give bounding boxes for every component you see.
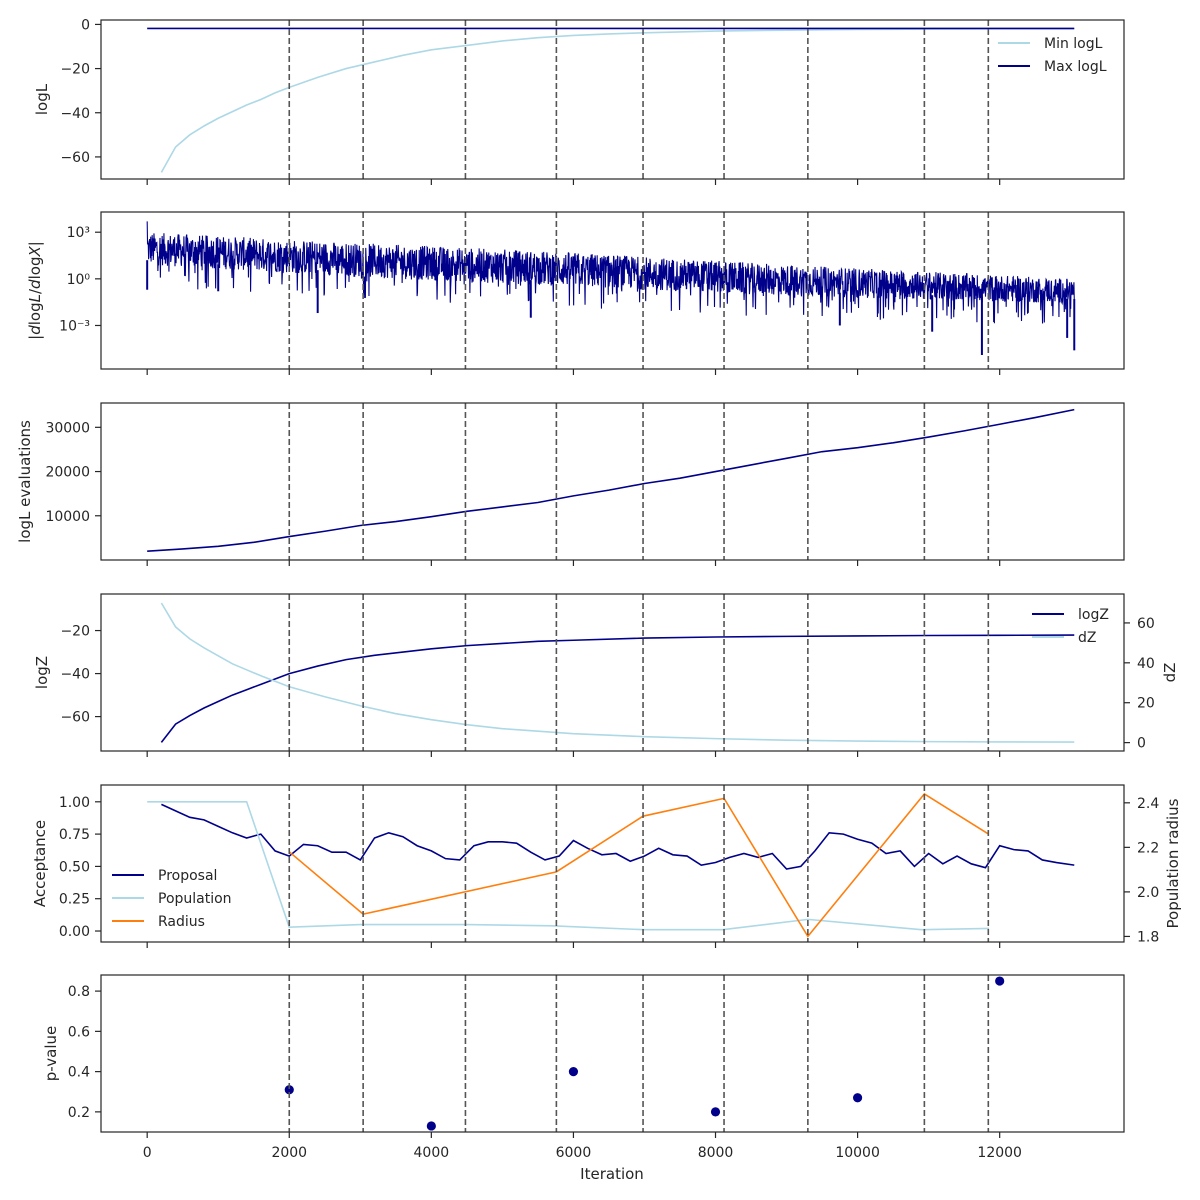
x-tick-label: 2000 bbox=[271, 1145, 307, 1161]
series-line bbox=[147, 408, 1075, 552]
y-tick-label: 30000 bbox=[45, 420, 90, 436]
y2-tick-label: 20 bbox=[1137, 696, 1155, 712]
series-line bbox=[146, 221, 1075, 324]
x-tick-label: 6000 bbox=[556, 1145, 592, 1161]
series-line bbox=[160, 634, 1075, 743]
data-point bbox=[426, 1121, 436, 1131]
legend-label: Min logL bbox=[1044, 36, 1103, 52]
series-line bbox=[147, 801, 990, 931]
axes-frame bbox=[100, 593, 1125, 752]
legend-label: Radius bbox=[158, 914, 205, 930]
series-line bbox=[160, 28, 1075, 173]
y-tick-label: −60 bbox=[60, 710, 90, 726]
y-axis-label: p-value bbox=[42, 1026, 60, 1082]
y-tick-label: −40 bbox=[60, 106, 90, 122]
legend: Min logL Max logL bbox=[998, 36, 1107, 75]
legend-label: dZ bbox=[1078, 630, 1096, 646]
panel-2: 10³ 10⁰ 10⁻³ |dlogL/dlogX| bbox=[26, 211, 1125, 375]
y-axis-label: logZ bbox=[33, 656, 51, 689]
legend-label: Max logL bbox=[1044, 59, 1107, 75]
data-point bbox=[852, 1093, 863, 1103]
y-axis-label: logL evaluations bbox=[16, 420, 34, 543]
y-tick-label: 0.50 bbox=[59, 859, 90, 875]
y-tick-label: 0.8 bbox=[68, 984, 90, 1000]
panel-1: 0 −20 −40 −60 logL Min logL Max logL bbox=[33, 17, 1125, 185]
y-tick-label: 20000 bbox=[45, 465, 90, 481]
x-tick-label: 8000 bbox=[698, 1145, 734, 1161]
y2-axis-label: dZ bbox=[1161, 663, 1179, 683]
plot-area bbox=[160, 602, 1075, 743]
series-line bbox=[288, 792, 989, 938]
panel-3: 10000 20000 30000 logL evaluations bbox=[16, 402, 1125, 566]
plot-area bbox=[147, 408, 1075, 552]
y-tick-label: 10⁰ bbox=[67, 272, 91, 288]
x-tick-label: 12000 bbox=[977, 1145, 1022, 1161]
y2-tick-label: 40 bbox=[1137, 656, 1155, 672]
plot-area bbox=[147, 27, 1075, 173]
y-tick-label: −20 bbox=[60, 62, 90, 78]
axes-frame bbox=[100, 19, 1125, 180]
plot-area bbox=[284, 976, 1005, 1131]
y2-tick-label: 1.8 bbox=[1137, 929, 1159, 945]
plot-area bbox=[146, 221, 1076, 356]
axes-frame bbox=[100, 211, 1125, 370]
y-tick-label: 0.2 bbox=[68, 1105, 90, 1121]
y-axis-label: Acceptance bbox=[31, 820, 49, 907]
axes-frame bbox=[100, 402, 1125, 561]
y2-tick-label: 0 bbox=[1137, 736, 1146, 752]
x-tick-label: 0 bbox=[143, 1145, 152, 1161]
y-tick-label: 10⁻³ bbox=[59, 318, 90, 334]
y-tick-label: −20 bbox=[60, 624, 90, 640]
y2-axis-label: Population radius bbox=[1164, 798, 1182, 928]
x-axis-label: Iteration bbox=[580, 1165, 644, 1183]
y-tick-label: −40 bbox=[60, 667, 90, 683]
x-tick-label: 10000 bbox=[835, 1145, 880, 1161]
data-point bbox=[284, 1085, 294, 1095]
legend: Proposal Population Radius bbox=[112, 868, 232, 930]
y-axis-label: logL bbox=[33, 83, 51, 115]
y2-tick-label: 60 bbox=[1137, 616, 1155, 632]
series-line bbox=[160, 602, 1075, 743]
legend-label: logZ bbox=[1078, 607, 1109, 623]
panel-4: −20 −40 −60 0 20 40 60 dZ logZ logZ dZ bbox=[33, 593, 1179, 757]
y-tick-label: 0.75 bbox=[59, 827, 90, 843]
y2-tick-label: 2.2 bbox=[1137, 840, 1159, 856]
y-tick-label: 0.6 bbox=[68, 1024, 90, 1040]
axes-frame bbox=[100, 974, 1125, 1133]
legend-label: Population bbox=[158, 891, 232, 907]
y-tick-label: 0.00 bbox=[59, 924, 90, 940]
y2-tick-label: 2.0 bbox=[1137, 885, 1159, 901]
x-tick-label: 4000 bbox=[414, 1145, 450, 1161]
data-point bbox=[995, 976, 1005, 986]
x-axis: 0 2000 4000 6000 8000 10000 12000 Iteration bbox=[143, 1145, 1022, 1183]
y-axis-label: |dlogL/dlogX| bbox=[26, 241, 44, 340]
legend: logZ dZ bbox=[1032, 607, 1109, 646]
y-tick-label: 1.00 bbox=[59, 795, 90, 811]
axes-frame bbox=[100, 784, 1125, 943]
series-line bbox=[161, 803, 1075, 870]
legend-label: Proposal bbox=[158, 868, 217, 884]
y-tick-label: 0.4 bbox=[68, 1065, 90, 1081]
y-tick-label: 10³ bbox=[67, 225, 90, 241]
data-point bbox=[710, 1107, 721, 1117]
y-tick-label: 0 bbox=[81, 17, 90, 33]
plot-area bbox=[147, 792, 1075, 938]
data-point bbox=[568, 1067, 579, 1077]
panel-5: 0.00 0.25 0.50 0.75 1.00 1.8 2.0 2.2 2.4 Populati… bbox=[31, 784, 1182, 948]
y2-tick-label: 2.4 bbox=[1137, 796, 1159, 812]
y-tick-label: 10000 bbox=[45, 509, 90, 525]
panel-6: 0.2 0.4 0.6 0.8 p-value bbox=[42, 974, 1125, 1138]
y-tick-label: 0.25 bbox=[59, 892, 90, 908]
y-tick-label: −60 bbox=[60, 150, 90, 166]
